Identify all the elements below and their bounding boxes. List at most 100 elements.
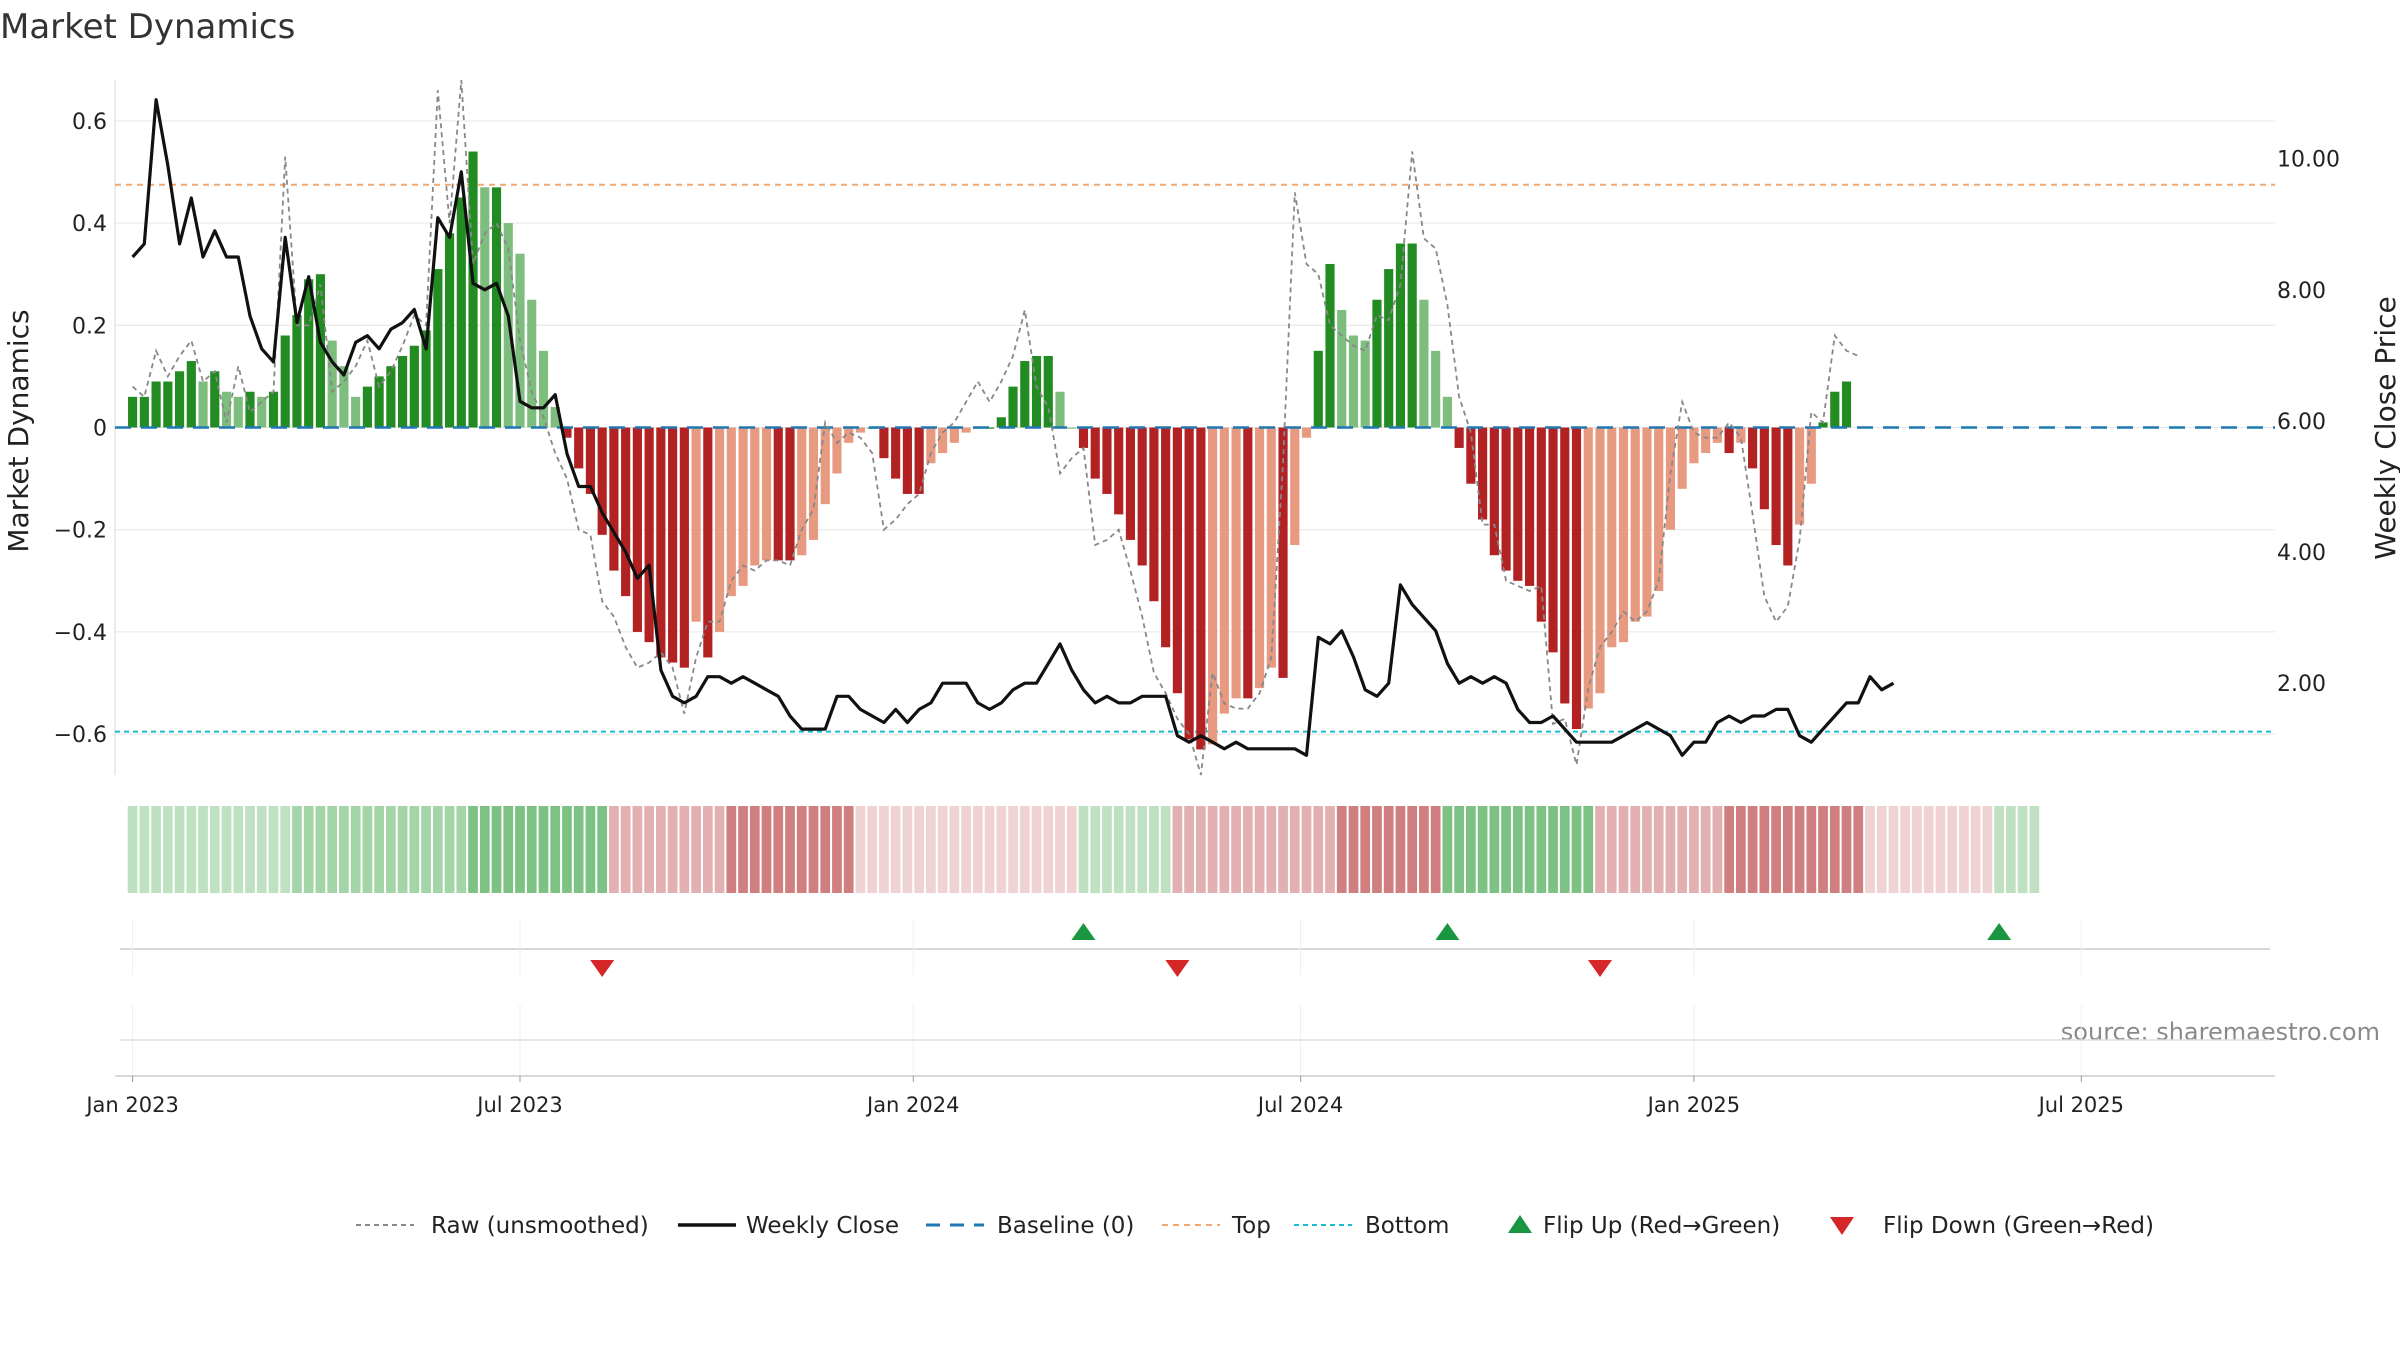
regime-cell [1008, 806, 1018, 893]
dynamics-bar [468, 151, 478, 428]
dynamics-bar [656, 427, 666, 658]
dynamics-bar [1149, 427, 1159, 602]
regime-cell [1806, 806, 1817, 893]
regime-cell [738, 806, 748, 893]
dynamics-bar [879, 427, 889, 459]
y-left-tick-label: 0 [93, 417, 107, 442]
dynamics-bar [433, 269, 443, 428]
dynamics-bar [1642, 427, 1652, 617]
regime-cell [1689, 806, 1699, 893]
legend-label: Baseline (0) [997, 1213, 1134, 1239]
dynamics-bar [527, 299, 537, 428]
dynamics-bar [139, 396, 149, 428]
regime-cell [1278, 806, 1288, 893]
regime-cell [867, 806, 878, 893]
regime-cell [1454, 806, 1464, 893]
regime-cell [1372, 806, 1382, 893]
dynamics-bar [632, 427, 642, 632]
dynamics-bar [1078, 427, 1089, 448]
regime-cell [1113, 806, 1124, 893]
regime-cell [949, 806, 960, 893]
dynamics-bar [961, 427, 971, 433]
regime-cell [268, 806, 279, 893]
regime-cell [1982, 806, 1993, 893]
regime-cell [1102, 806, 1112, 893]
regime-cell [1137, 806, 1148, 893]
dynamics-bar [1301, 427, 1312, 438]
regime-cell [1595, 806, 1605, 893]
regime-cell [984, 806, 995, 893]
regime-cell [432, 806, 443, 893]
regime-cell [2006, 806, 2016, 893]
dynamics-bar [668, 427, 678, 663]
regime-cell [1536, 806, 1547, 893]
dynamics-bar [1454, 427, 1464, 448]
dynamics-bar [714, 427, 725, 632]
dynamics-bar [292, 315, 302, 428]
dynamics-bar [221, 391, 232, 428]
regime-cell [1160, 806, 1171, 893]
dynamics-bar [820, 427, 830, 505]
regime-cell [374, 806, 384, 893]
dynamics-bar [1595, 427, 1605, 694]
regime-cell [1677, 806, 1688, 893]
regime-cell [1630, 806, 1641, 893]
regime-cell [1219, 806, 1230, 893]
y-left-tick-label: 0.6 [72, 110, 107, 135]
regime-cell [972, 806, 983, 893]
y-left-tick-label: −0.4 [54, 621, 107, 646]
dynamics-bar [1055, 391, 1065, 428]
regime-cell [1090, 806, 1101, 893]
regime-cell [1583, 806, 1594, 893]
dynamics-bar [1419, 299, 1429, 428]
regime-cell [1959, 806, 1969, 893]
regime-cell [280, 806, 291, 893]
dynamics-bar [1442, 396, 1452, 428]
dynamics-bar [1172, 427, 1182, 694]
dynamics-bar [703, 427, 713, 658]
dynamics-bar [351, 396, 361, 428]
dynamics-bar [186, 361, 196, 428]
regime-cell [1935, 806, 1946, 893]
dynamics-bar [1231, 427, 1241, 699]
regime-cell [1207, 806, 1218, 893]
flip-up-marker [1435, 923, 1460, 940]
regime-cell [1618, 806, 1629, 893]
x-tick-label: Jan 2023 [84, 1093, 179, 1117]
regime-cell [339, 806, 349, 893]
regime-cell [1055, 806, 1065, 893]
regime-cell [397, 806, 408, 893]
dynamics-bar [1701, 427, 1711, 454]
regime-cell [1313, 806, 1324, 893]
dynamics-bar [1607, 427, 1617, 648]
legend-item-flip-down: Flip Down (Green→Red) [1830, 1213, 2154, 1239]
regime-cell [1771, 806, 1781, 893]
dynamics-bar [1571, 427, 1582, 730]
dynamics-bar [1325, 263, 1335, 428]
dynamics-bar [456, 197, 466, 428]
dynamics-bar [914, 427, 924, 494]
regime-cell [1853, 806, 1864, 893]
regime-cell [926, 806, 936, 893]
dynamics-bar [855, 427, 866, 433]
regime-cell [139, 806, 150, 893]
dynamics-bar [1254, 427, 1265, 689]
legend-item-bottom: Bottom [1294, 1213, 1449, 1239]
dynamics-bar [1830, 391, 1840, 428]
dynamics-bar [738, 427, 748, 586]
regime-cell [479, 806, 490, 893]
dynamics-bar [1431, 350, 1441, 428]
regime-cell [245, 806, 255, 893]
regime-cell [151, 806, 161, 893]
regime-cell [174, 806, 185, 893]
dynamics-bar [1137, 427, 1147, 566]
regime-cell [1829, 806, 1840, 893]
regime-cell [1301, 806, 1312, 893]
regime-cell [421, 806, 431, 893]
dynamics-bar [1771, 427, 1781, 546]
dynamics-bar [1712, 427, 1722, 443]
regime-cell [820, 806, 831, 893]
legend-label: Flip Down (Green→Red) [1883, 1213, 2154, 1239]
